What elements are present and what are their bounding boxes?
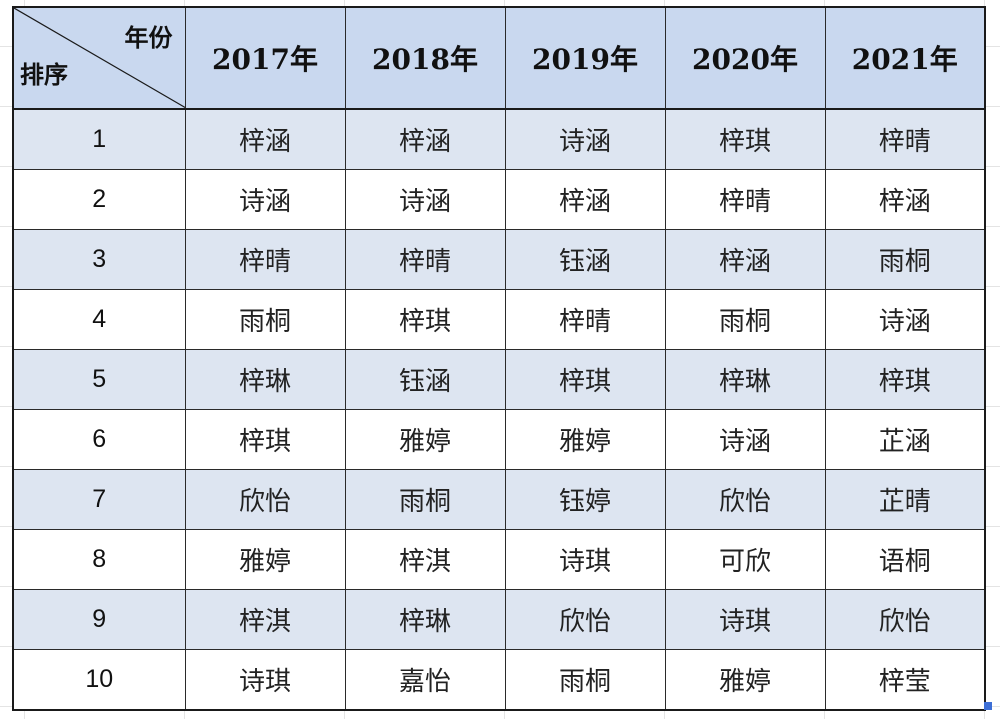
name-cell[interactable]: 梓淇	[184, 589, 346, 650]
name-cell[interactable]: 欣怡	[184, 469, 346, 530]
table-row: 6 梓琪 雅婷 雅婷 诗涵 芷涵	[12, 409, 986, 470]
name-cell[interactable]: 雨桐	[504, 649, 666, 711]
header-row: 年份 排序 2017年 2018年 2019年 2020年 2021年	[12, 6, 986, 110]
name-cell[interactable]: 雅婷	[664, 649, 826, 711]
name-cell[interactable]: 钰婷	[504, 469, 666, 530]
selection-resize-handle[interactable]	[984, 702, 992, 710]
name-cell[interactable]: 梓琪	[664, 108, 826, 170]
name-cell[interactable]: 芷涵	[824, 409, 986, 470]
corner-year-label: 年份	[124, 24, 173, 52]
name-cell[interactable]: 梓涵	[824, 169, 986, 230]
rank-cell[interactable]: 10	[12, 649, 186, 711]
name-cell[interactable]: 雨桐	[824, 229, 986, 290]
name-cell[interactable]: 梓晴	[824, 108, 986, 170]
name-ranking-table: 年份 排序 2017年 2018年 2019年 2020年 2021年 1 梓涵…	[12, 6, 986, 711]
rank-cell[interactable]: 9	[12, 589, 186, 650]
year-header-2019[interactable]: 2019年	[504, 6, 666, 110]
name-cell[interactable]: 梓晴	[344, 229, 506, 290]
name-cell[interactable]: 梓琪	[824, 349, 986, 410]
name-cell[interactable]: 雅婷	[344, 409, 506, 470]
corner-rank-label: 排序	[20, 61, 68, 89]
rank-cell[interactable]: 2	[12, 169, 186, 230]
table-row: 8 雅婷 梓淇 诗琪 可欣 语桐	[12, 529, 986, 590]
name-ranking-table-wrapper: 年份 排序 2017年 2018年 2019年 2020年 2021年 1 梓涵…	[12, 6, 992, 711]
table-row: 9 梓淇 梓琳 欣怡 诗琪 欣怡	[12, 589, 986, 650]
table-row: 10 诗琪 嘉怡 雨桐 雅婷 梓莹	[12, 649, 986, 711]
name-cell[interactable]: 雨桐	[344, 469, 506, 530]
name-cell[interactable]: 梓琪	[344, 289, 506, 350]
name-cell[interactable]: 诗琪	[184, 649, 346, 711]
table-row: 1 梓涵 梓涵 诗涵 梓琪 梓晴	[12, 108, 986, 170]
name-cell[interactable]: 梓琳	[664, 349, 826, 410]
name-cell[interactable]: 钰涵	[344, 349, 506, 410]
rank-cell[interactable]: 5	[12, 349, 186, 410]
name-cell[interactable]: 可欣	[664, 529, 826, 590]
name-cell[interactable]: 欣怡	[504, 589, 666, 650]
name-cell[interactable]: 诗涵	[504, 108, 666, 170]
rank-cell[interactable]: 7	[12, 469, 186, 530]
name-cell[interactable]: 雨桐	[184, 289, 346, 350]
rank-cell[interactable]: 6	[12, 409, 186, 470]
name-cell[interactable]: 梓琳	[184, 349, 346, 410]
name-cell[interactable]: 梓晴	[184, 229, 346, 290]
table-row: 3 梓晴 梓晴 钰涵 梓涵 雨桐	[12, 229, 986, 290]
year-header-2018[interactable]: 2018年	[344, 6, 506, 110]
name-cell[interactable]: 嘉怡	[344, 649, 506, 711]
diagonal-divider	[14, 8, 184, 107]
name-cell[interactable]: 梓涵	[664, 229, 826, 290]
year-header-2021[interactable]: 2021年	[824, 6, 986, 110]
name-cell[interactable]: 梓琳	[344, 589, 506, 650]
table-row: 2 诗涵 诗涵 梓涵 梓晴 梓涵	[12, 169, 986, 230]
name-cell[interactable]: 芷晴	[824, 469, 986, 530]
rank-cell[interactable]: 3	[12, 229, 186, 290]
name-cell[interactable]: 梓淇	[344, 529, 506, 590]
name-cell[interactable]: 诗涵	[824, 289, 986, 350]
name-cell[interactable]: 欣怡	[824, 589, 986, 650]
name-cell[interactable]: 欣怡	[664, 469, 826, 530]
name-cell[interactable]: 梓晴	[504, 289, 666, 350]
name-cell[interactable]: 梓涵	[184, 108, 346, 170]
name-cell[interactable]: 梓涵	[504, 169, 666, 230]
name-cell[interactable]: 诗涵	[664, 409, 826, 470]
name-cell[interactable]: 语桐	[824, 529, 986, 590]
table-row: 4 雨桐 梓琪 梓晴 雨桐 诗涵	[12, 289, 986, 350]
name-cell[interactable]: 诗琪	[664, 589, 826, 650]
year-header-2020[interactable]: 2020年	[664, 6, 826, 110]
name-cell[interactable]: 雅婷	[504, 409, 666, 470]
name-cell[interactable]: 诗涵	[184, 169, 346, 230]
name-cell[interactable]: 雅婷	[184, 529, 346, 590]
name-cell[interactable]: 诗琪	[504, 529, 666, 590]
table-row: 5 梓琳 钰涵 梓琪 梓琳 梓琪	[12, 349, 986, 410]
name-cell[interactable]: 诗涵	[344, 169, 506, 230]
name-cell[interactable]: 梓琪	[504, 349, 666, 410]
rank-cell[interactable]: 8	[12, 529, 186, 590]
rank-cell[interactable]: 1	[12, 108, 186, 170]
corner-cell[interactable]: 年份 排序	[12, 6, 186, 110]
name-cell[interactable]: 梓涵	[344, 108, 506, 170]
name-cell[interactable]: 梓琪	[184, 409, 346, 470]
table-row: 7 欣怡 雨桐 钰婷 欣怡 芷晴	[12, 469, 986, 530]
name-cell[interactable]: 钰涵	[504, 229, 666, 290]
year-header-2017[interactable]: 2017年	[184, 6, 346, 110]
name-cell[interactable]: 雨桐	[664, 289, 826, 350]
name-cell[interactable]: 梓晴	[664, 169, 826, 230]
name-cell[interactable]: 梓莹	[824, 649, 986, 711]
rank-cell[interactable]: 4	[12, 289, 186, 350]
